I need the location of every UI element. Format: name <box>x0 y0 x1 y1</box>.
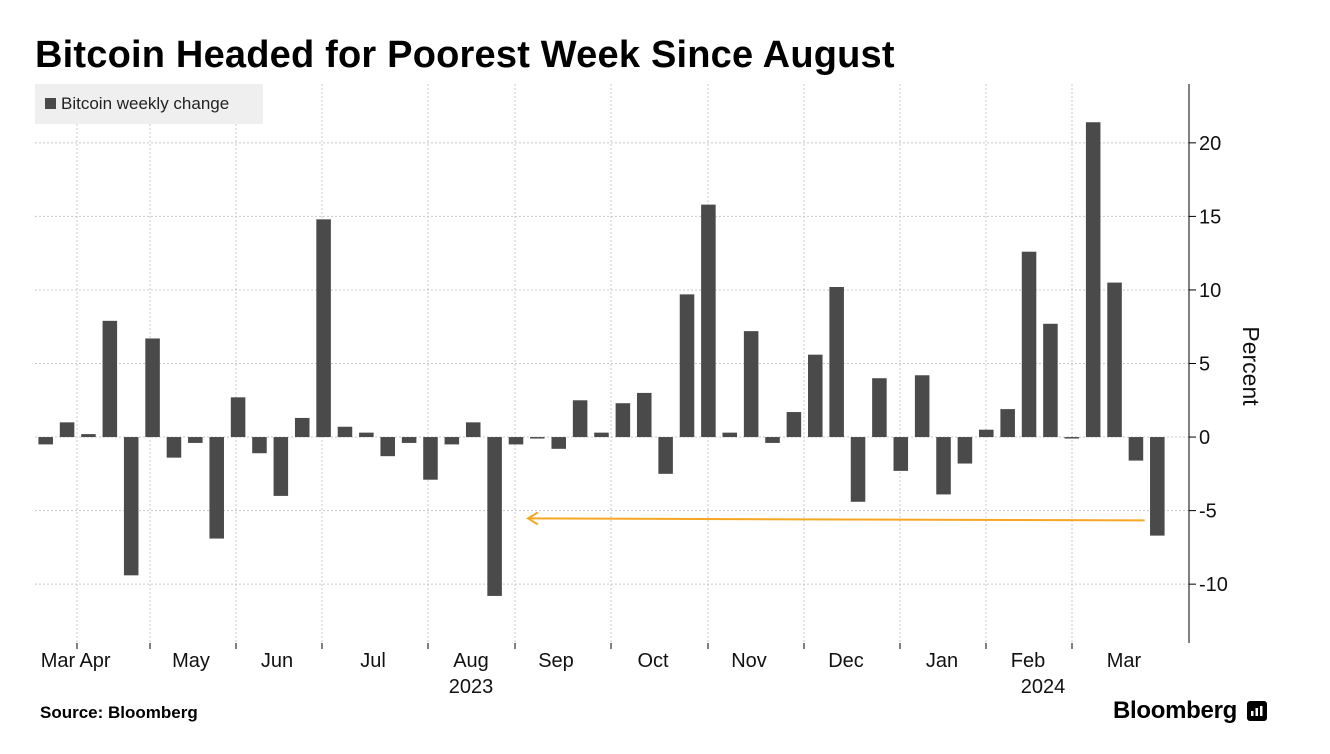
bar <box>701 204 716 438</box>
bar <box>808 354 823 438</box>
bar <box>530 437 545 439</box>
x-tick-label: Jul <box>360 650 386 672</box>
bar <box>380 437 395 457</box>
bar <box>38 437 53 445</box>
bar <box>252 437 267 454</box>
bar <box>145 338 160 438</box>
y-tick-label: 0 <box>1199 427 1210 449</box>
y-tick-label: 10 <box>1199 280 1221 302</box>
bar <box>273 437 289 496</box>
bar <box>914 375 930 438</box>
x-tick-label: Jun <box>261 650 293 672</box>
x-year-label: 2023 <box>449 676 494 698</box>
bar <box>850 437 866 502</box>
bar <box>829 287 844 438</box>
y-tick-label: 15 <box>1199 206 1221 228</box>
x-tick-label: Feb <box>1011 650 1045 672</box>
bar <box>936 437 951 495</box>
brand-logo: Bloomberg <box>1113 697 1237 724</box>
bar <box>102 320 118 438</box>
bar <box>465 422 481 438</box>
annotation-arrow-line <box>527 517 1145 522</box>
bar <box>59 422 75 438</box>
annotation-arrowhead <box>526 511 539 526</box>
bar <box>893 437 909 471</box>
x-tick-label: Mar <box>41 650 76 672</box>
x-tick-label: Dec <box>828 650 864 672</box>
bar <box>551 437 567 449</box>
bar <box>872 378 887 438</box>
x-axis-labels: Mar Apr May Jun Jul Aug Sep Oct Nov Dec Jan Feb Mar2… <box>41 650 1142 698</box>
bar <box>679 294 695 438</box>
x-tick-label: Oct <box>637 650 669 672</box>
bloomberg-terminal-icon <box>1247 701 1267 721</box>
bar <box>230 397 246 438</box>
bar <box>1064 437 1080 439</box>
bar <box>166 437 182 458</box>
bar <box>743 331 759 438</box>
bar <box>1150 437 1165 536</box>
y-tick-label: 20 <box>1199 133 1221 155</box>
y-tick-label: 5 <box>1199 354 1210 376</box>
bar <box>1128 437 1144 461</box>
grid-lines <box>35 84 1189 649</box>
bar <box>636 392 652 438</box>
bar <box>1043 323 1058 438</box>
x-year-label: 2024 <box>1021 676 1066 698</box>
bar <box>957 437 973 464</box>
bar <box>359 432 374 438</box>
bar <box>765 437 780 443</box>
bar <box>508 437 524 445</box>
bar <box>615 403 631 438</box>
y-axis: 20 15 10 5 0 -5 -10 Percent <box>1188 84 1264 643</box>
bar <box>658 437 673 474</box>
annotation <box>526 511 1145 526</box>
x-tick-label: Aug <box>453 650 489 672</box>
x-tick-label: Apr <box>79 650 110 672</box>
bar <box>188 437 203 443</box>
bar <box>81 434 96 438</box>
bar <box>1021 251 1037 438</box>
x-tick-label: Mar <box>1107 650 1142 672</box>
legend-swatch <box>45 98 56 109</box>
legend: Bitcoin weekly change <box>35 84 263 124</box>
legend-label: Bitcoin weekly change <box>61 94 230 113</box>
bar <box>401 437 417 443</box>
bar <box>786 412 802 438</box>
source-note: Source: Bloomberg <box>40 703 198 722</box>
bar <box>209 437 224 539</box>
x-tick-label: May <box>172 650 210 672</box>
bar <box>594 432 609 438</box>
bar <box>123 437 139 576</box>
x-tick-label: Sep <box>538 650 574 672</box>
bar <box>722 432 738 438</box>
bar <box>1107 282 1122 438</box>
y-tick-label: -10 <box>1199 574 1228 596</box>
bar <box>979 429 994 438</box>
x-tick-label: Nov <box>731 650 767 672</box>
bar <box>423 437 438 480</box>
x-tick-label: Jan <box>926 650 958 672</box>
bar <box>1000 409 1015 438</box>
bar <box>294 417 310 438</box>
bars <box>38 122 1165 596</box>
y-tick-label: -5 <box>1199 501 1217 523</box>
bar <box>1085 122 1101 438</box>
bar <box>572 400 588 438</box>
bar <box>316 219 331 438</box>
bar <box>444 437 460 445</box>
bar <box>337 426 353 438</box>
chart-title: Bitcoin Headed for Poorest Week Since Au… <box>35 34 895 76</box>
y-axis-title: Percent <box>1238 326 1264 406</box>
bar <box>487 437 502 596</box>
